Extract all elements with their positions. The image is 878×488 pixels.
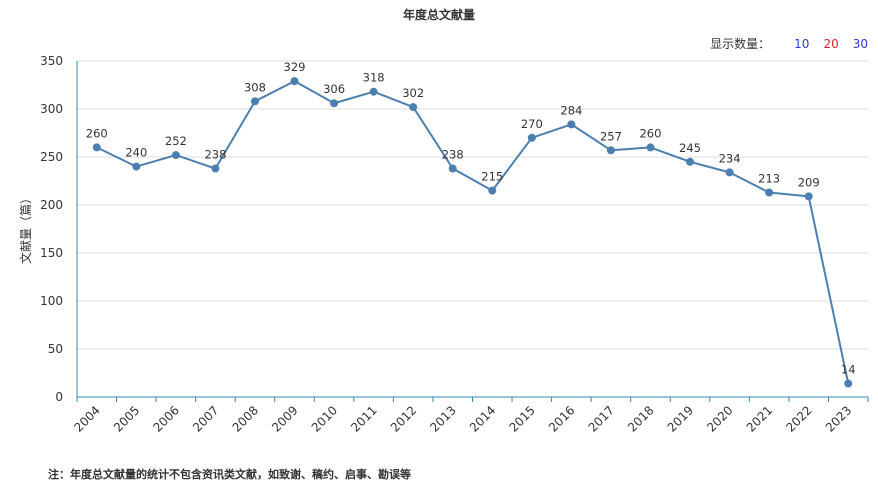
data-label: 257: [600, 129, 622, 143]
y-tick-label: 250: [40, 150, 63, 164]
x-tick-label: 2019: [665, 403, 696, 434]
data-label: 234: [719, 151, 741, 165]
x-tick-label: 2013: [427, 403, 458, 434]
data-label: 245: [679, 141, 701, 155]
y-axis-label: 文献量（篇）: [18, 192, 33, 264]
y-tick-label: 150: [40, 246, 63, 260]
data-label: 14: [841, 363, 856, 377]
line-chart: 0 50 100 150 200 250 300 350 文献量（篇） 260 240 252 23…: [18, 54, 869, 435]
x-tick-label: 2023: [823, 403, 854, 434]
data-label: 270: [521, 117, 543, 131]
display-count-label: 显示数量：: [710, 37, 771, 51]
x-tick-label: 2018: [625, 403, 656, 434]
x-tick-label: 2021: [744, 403, 775, 434]
x-tick-label: 2012: [388, 403, 419, 434]
data-point: [646, 143, 655, 152]
data-point: [369, 87, 378, 96]
data-point: [211, 164, 220, 173]
data-label: 209: [798, 175, 820, 189]
data-label: 213: [758, 172, 780, 186]
y-tick-label: 0: [55, 390, 63, 404]
data-label: 306: [323, 82, 345, 96]
count-option-10[interactable]: 10: [794, 36, 810, 51]
series-line: [96, 80, 850, 384]
data-points: [92, 77, 853, 388]
x-tick-label: 2015: [506, 403, 537, 434]
x-tick-label: 2010: [309, 403, 340, 434]
chart-title: 年度总文献量: [402, 8, 475, 22]
count-option-30[interactable]: 30: [852, 36, 868, 51]
y-axis-ticks: 0 50 100 150 200 250 300 350: [40, 54, 63, 404]
data-label: 240: [125, 146, 147, 160]
count-option-20[interactable]: 20: [823, 36, 839, 51]
data-point: [606, 146, 615, 155]
x-tick-label: 2022: [783, 403, 814, 434]
x-tick-label: 2011: [348, 403, 379, 434]
x-tick-label: 2020: [704, 403, 735, 434]
x-tick-label: 2006: [150, 403, 181, 434]
x-tick-label: 2007: [190, 403, 221, 434]
x-tick-label: 2016: [546, 403, 577, 434]
x-tick-label: 2014: [467, 403, 498, 434]
y-tick-label: 200: [40, 198, 63, 212]
data-point: [132, 162, 141, 171]
data-label: 260: [639, 126, 661, 140]
data-point: [409, 103, 418, 112]
data-point: [448, 164, 457, 173]
display-count-selector: 显示数量： 10 20 30: [710, 35, 868, 52]
data-labels: 260 240 252 238 308 329 306 318 302 238 215 270 284 2…: [86, 60, 856, 376]
data-label: 215: [481, 170, 503, 184]
y-tick-label: 300: [40, 102, 63, 116]
data-label: 238: [442, 148, 464, 162]
x-tick-label: 2008: [230, 403, 261, 434]
y-tick-label: 100: [40, 294, 63, 308]
data-point: [290, 77, 299, 86]
data-label: 260: [86, 126, 108, 140]
x-axis-ticks: 2004 2005 2006 2007 2008 2009 2010 2011 2012 2013…: [71, 403, 854, 434]
data-label: 318: [363, 71, 385, 85]
data-point: [725, 168, 734, 177]
x-tick-label: 2017: [586, 403, 617, 434]
data-point: [250, 97, 259, 106]
data-point: [171, 151, 180, 160]
data-label: 308: [244, 80, 266, 94]
data-point: [844, 379, 853, 388]
x-axis: [76, 396, 869, 402]
data-label: 238: [204, 148, 226, 162]
data-label: 302: [402, 86, 424, 100]
y-tick-label: 50: [48, 342, 63, 356]
data-point: [567, 120, 576, 129]
footnote: 注：年度总文献量的统计不包含资讯类文献，如致谢、稿约、启事、勘误等: [48, 468, 411, 481]
grid-lines: [77, 60, 868, 350]
data-label: 329: [284, 60, 306, 74]
data-point: [686, 157, 695, 166]
x-tick-label: 2009: [269, 403, 300, 434]
data-point: [488, 186, 497, 195]
data-label: 252: [165, 134, 187, 148]
x-tick-label: 2005: [111, 403, 142, 434]
y-tick-label: 350: [40, 54, 63, 68]
data-point: [330, 99, 339, 108]
data-label: 284: [560, 103, 582, 117]
x-tick-label: 2004: [71, 403, 102, 434]
data-point: [92, 143, 101, 152]
data-point: [527, 133, 536, 142]
data-point: [765, 188, 774, 197]
data-point: [804, 192, 813, 201]
series-polyline: [96, 80, 850, 384]
